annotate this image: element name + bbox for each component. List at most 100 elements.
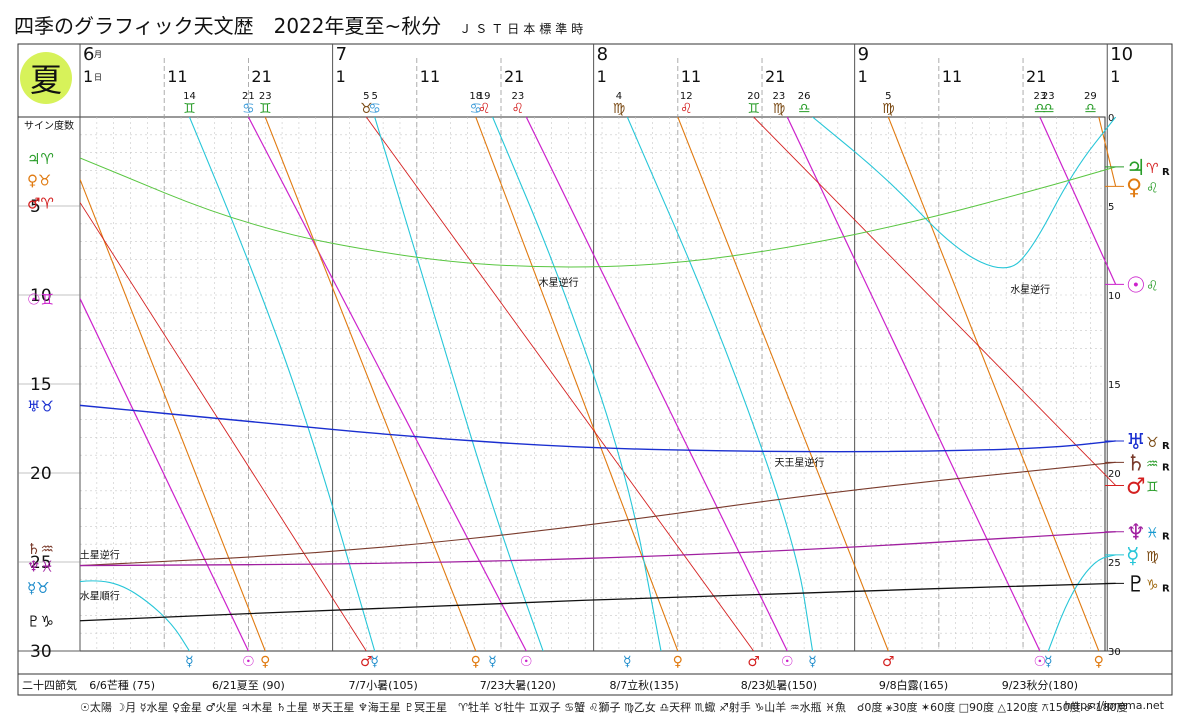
bottom-planet-symbol: ☿ (488, 654, 497, 670)
y-tick-left: 30 (30, 642, 52, 662)
right-planet-symbol: ♄ (1126, 451, 1146, 476)
left-axis-label: サイン度数 (24, 119, 74, 132)
retrograde-mark: R (1162, 462, 1170, 473)
left-planet-marker: ♀♉ (27, 171, 51, 189)
right-sign-symbol: ♉ (1146, 435, 1159, 451)
month-label: 8 (597, 44, 608, 65)
left-planet-marker: ♆♓ (27, 558, 54, 576)
month-label: 10 (1110, 44, 1133, 65)
ingress-sign: ♋ (242, 101, 255, 117)
left-planet-marker: ♃♈ (27, 150, 54, 168)
month-label: 7 (336, 44, 347, 65)
series-line-♀ (80, 179, 266, 651)
y-tick-left: 25 (30, 553, 52, 573)
left-planet-marker: ☿♉ (27, 579, 50, 597)
ingress-sign: ♎ (1034, 101, 1047, 117)
right-planet-symbol: ☉ (1126, 273, 1146, 298)
series-line-♆ (80, 531, 1116, 567)
site-url[interactable]: https://iprema.net (1064, 699, 1164, 712)
day-tick-label: 21 (1026, 67, 1046, 86)
ingress-day: 26 (798, 91, 811, 102)
left-planet-marker: ♂♈ (27, 194, 54, 212)
ingress-sign: ♉ (360, 101, 373, 117)
series-line-☿ (188, 117, 376, 651)
bottom-planet-symbol: ♀ (1094, 654, 1104, 670)
left-planet-marker: ♇♑ (27, 613, 54, 631)
retrograde-mark: R (1162, 441, 1170, 452)
page-title: 四季のグラフィック天文歴 2022年夏至~秋分 ＪＳＴ日本標準時 (14, 10, 587, 39)
ingress-sign: ♌ (478, 101, 491, 117)
series-line-☿ (374, 117, 544, 651)
ingress-sign: ♎ (1084, 101, 1097, 117)
day-tick-label: 21 (251, 67, 271, 86)
ingress-sign: ♎ (1042, 101, 1055, 117)
retrograde-note: 天王星逆行 (774, 456, 824, 469)
bottom-planet-symbol: ♂ (882, 654, 895, 670)
y-tick-left: 15 (30, 375, 52, 395)
month-label: 9 (858, 44, 869, 65)
right-sign-symbol: ♈ (1146, 161, 1159, 177)
ingress-day: 23 (1034, 91, 1047, 102)
ingress-day: 23 (259, 91, 272, 102)
bottom-planet-symbol: ☿ (808, 654, 817, 670)
solar-term: 6/6芒種 (75) (89, 678, 155, 692)
bottom-planet-symbol: ☿ (185, 654, 194, 670)
y-tick-right: 20 (1108, 469, 1121, 480)
bottom-planet-symbol: ☿ (623, 654, 632, 670)
y-tick-left: 10 (30, 286, 52, 306)
y-tick-right: 25 (1108, 558, 1121, 569)
right-sign-symbol: ♌ (1146, 278, 1159, 294)
day-tick-label: 11 (420, 67, 440, 86)
right-planet-symbol: ♅ (1126, 430, 1146, 455)
ingress-sign: ♊ (183, 101, 196, 117)
solar-term: 6/21夏至 (90) (212, 679, 285, 692)
ingress-sign: ♍ (613, 101, 626, 117)
ingress-sign: ♌ (512, 101, 525, 117)
series-line-♂ (80, 202, 367, 651)
day-tick-label: 11 (681, 67, 701, 86)
ingress-day: 19 (478, 91, 491, 102)
bottom-planet-symbol: ☿ (1044, 654, 1053, 670)
series-line-♂ (365, 117, 754, 651)
series-line-☉ (786, 117, 1041, 651)
ingress-sign: ♎ (798, 101, 811, 117)
day-tick-label: 21 (504, 67, 524, 86)
series-line-♄ (80, 461, 1116, 567)
ingress-day: 23 (511, 91, 524, 102)
retrograde-mark: R (1162, 532, 1170, 543)
series-line-♃ (80, 157, 1116, 268)
bottom-planet-symbol: ☿ (370, 654, 379, 670)
solar-terms-label: 二十四節気 (22, 678, 77, 692)
series-line-☉ (247, 117, 527, 651)
right-planet-symbol: ♆ (1126, 521, 1146, 546)
right-sign-symbol: ♑ (1146, 577, 1159, 593)
day-tick-label: 11 (942, 67, 962, 86)
ingress-day: 4 (616, 91, 622, 102)
right-planet-symbol: ♃ (1126, 156, 1146, 181)
series-line-☉ (525, 117, 788, 651)
left-planet-marker: ☉♊ (27, 291, 54, 309)
series-line-☿ (812, 117, 1117, 269)
month-day-label: 1 (336, 67, 346, 86)
right-planet-symbol: ♀ (1126, 175, 1142, 200)
series-line-☿ (626, 117, 814, 651)
right-sign-symbol: ♍ (1146, 549, 1159, 565)
title-main: 四季のグラフィック天文歴 2022年夏至~秋分 (14, 14, 442, 38)
right-sign-symbol: ♌ (1146, 180, 1159, 196)
retrograde-mark: R (1162, 583, 1170, 594)
solar-term: 7/23大暑(120) (480, 678, 556, 692)
series-line-♀ (677, 117, 889, 651)
series-line-☿ (1047, 554, 1116, 651)
y-tick-right: 10 (1108, 291, 1121, 302)
right-planet-symbol: ♇ (1126, 572, 1146, 597)
right-planet-symbol: ☿ (1126, 544, 1140, 569)
left-planet-marker: ♅♉ (27, 397, 54, 415)
ingress-day: 29 (1084, 91, 1097, 102)
bottom-planet-symbol: ☉ (1034, 654, 1047, 670)
right-sign-symbol: ♊ (1146, 479, 1159, 495)
y-tick-left: 5 (30, 197, 41, 217)
title-sub: ＪＳＴ日本標準時 (459, 22, 588, 36)
bottom-planet-symbol: ♂ (747, 654, 760, 670)
series-line-♂ (753, 117, 1116, 486)
